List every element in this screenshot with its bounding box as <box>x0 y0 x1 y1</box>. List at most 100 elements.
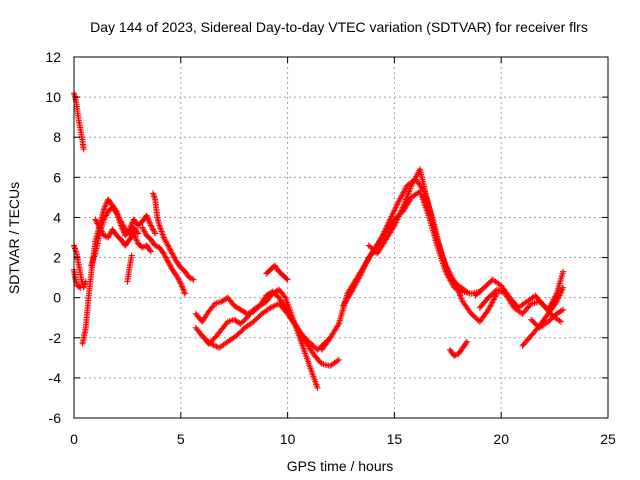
data-point <box>100 216 107 223</box>
data-point <box>128 220 135 227</box>
data-point <box>162 237 169 244</box>
data-points <box>71 90 567 391</box>
data-point <box>211 342 218 349</box>
data-point <box>147 248 154 255</box>
y-tick-label: 8 <box>53 129 61 145</box>
data-point <box>167 246 174 253</box>
x-tick-label: 10 <box>280 431 296 447</box>
data-point <box>128 252 135 259</box>
data-point <box>147 221 154 228</box>
data-point <box>120 222 127 229</box>
data-point <box>560 284 567 291</box>
data-point <box>173 272 180 279</box>
data-point <box>144 213 151 220</box>
data-point <box>167 247 174 254</box>
data-point <box>177 279 184 286</box>
data-point <box>558 318 565 325</box>
data-point <box>133 237 140 244</box>
series-arc-8 <box>150 190 197 283</box>
data-point <box>147 247 154 254</box>
data-point <box>101 215 108 222</box>
data-point <box>144 215 151 222</box>
data-point <box>149 225 156 232</box>
data-point <box>142 229 149 236</box>
data-point <box>95 221 102 228</box>
data-point <box>162 238 169 245</box>
data-point <box>103 200 110 207</box>
data-point <box>115 214 122 221</box>
data-point <box>163 239 170 246</box>
data-point <box>161 235 168 242</box>
data-point <box>117 218 124 225</box>
x-axis-label: GPS time / hours <box>287 458 394 474</box>
data-point <box>151 229 158 236</box>
data-point <box>115 213 122 220</box>
data-point <box>102 203 109 210</box>
data-point <box>271 302 278 309</box>
data-point <box>314 384 321 391</box>
data-point <box>283 275 290 282</box>
data-point <box>178 282 185 289</box>
axis-ticks: 0 5 10 15 20 25 -6 -4 -2 0 2 4 6 8 10 12 <box>45 49 616 447</box>
data-point <box>335 356 342 363</box>
y-tick-label: 6 <box>53 169 61 185</box>
x-tick-label: 25 <box>600 431 616 447</box>
data-point <box>450 277 457 284</box>
data-point <box>160 250 167 257</box>
data-point <box>463 339 470 346</box>
data-point <box>165 243 172 250</box>
plot-frame <box>73 56 609 419</box>
data-point <box>160 234 167 241</box>
data-point <box>186 274 193 281</box>
series-arc-15 <box>340 188 483 309</box>
data-point <box>172 255 179 262</box>
data-point <box>119 221 126 228</box>
chart-title: Day 144 of 2023, Sidereal Day-to-day VTE… <box>90 19 588 35</box>
data-point <box>116 215 123 222</box>
x-tick-label: 0 <box>70 431 78 447</box>
data-point <box>114 211 121 218</box>
data-point <box>164 242 171 249</box>
data-point <box>174 273 181 280</box>
data-point <box>451 352 458 359</box>
y-tick-label: -6 <box>49 410 62 426</box>
data-point <box>152 230 159 237</box>
series-arc-21 <box>528 306 567 331</box>
data-point <box>166 261 173 268</box>
series-arc-17 <box>446 338 471 359</box>
data-point <box>268 304 275 311</box>
data-point <box>113 210 120 217</box>
y-tick-label: 4 <box>53 209 61 225</box>
data-point <box>167 263 174 270</box>
data-point <box>117 217 124 224</box>
data-point <box>169 250 176 257</box>
data-point <box>175 276 182 283</box>
data-point <box>189 275 196 282</box>
data-point <box>161 251 168 258</box>
data-point <box>103 211 110 218</box>
y-tick-label: 12 <box>45 49 61 65</box>
data-point <box>131 231 138 238</box>
data-point <box>92 216 99 223</box>
series-arc-7 <box>124 252 135 285</box>
data-point <box>141 228 148 235</box>
data-point <box>140 227 147 234</box>
data-point <box>170 253 177 260</box>
data-point <box>284 276 291 283</box>
data-point <box>165 259 172 266</box>
data-point <box>180 287 187 294</box>
data-point <box>101 204 108 211</box>
data-point <box>176 277 183 284</box>
y-tick-label: -4 <box>49 370 62 386</box>
y-tick-label: -2 <box>49 330 62 346</box>
data-point <box>139 224 146 231</box>
data-point <box>143 212 150 219</box>
data-point <box>164 257 171 264</box>
data-point <box>169 251 176 258</box>
data-point <box>182 290 189 297</box>
data-point <box>105 233 112 240</box>
data-point <box>148 223 155 230</box>
data-point <box>102 213 109 220</box>
series-arc-16 <box>365 166 500 325</box>
